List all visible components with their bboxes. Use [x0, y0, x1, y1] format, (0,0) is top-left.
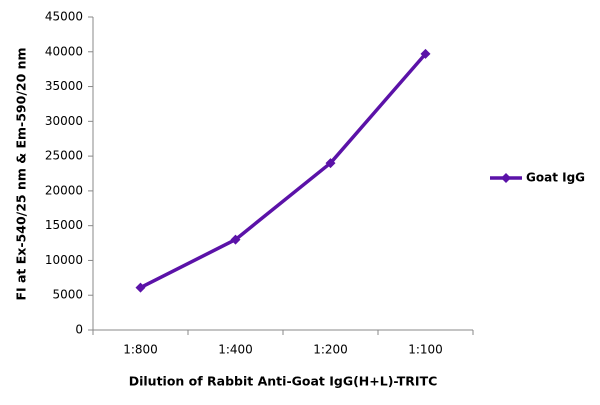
y-tick-label: 35000	[45, 79, 83, 93]
x-tick-label: 1:100	[408, 343, 443, 357]
x-tick-label: 1:400	[218, 343, 253, 357]
legend-label: Goat IgG	[526, 171, 585, 185]
x-tick-label: 1:200	[313, 343, 348, 357]
y-tick-label: 45000	[45, 10, 83, 24]
y-tick-label: 10000	[45, 253, 83, 267]
x-axis-title: Dilution of Rabbit Anti-Goat IgG(H+L)-TR…	[129, 374, 438, 389]
legend-marker	[501, 173, 511, 183]
marker	[230, 234, 241, 245]
series-line	[139, 52, 427, 290]
marker	[420, 48, 431, 59]
y-tick-label: 30000	[45, 114, 83, 128]
y-tick-label: 0	[75, 323, 83, 337]
y-tick-label: 20000	[45, 183, 83, 197]
y-tick-label: 25000	[45, 149, 83, 163]
marker	[135, 282, 146, 293]
y-tick-label: 15000	[45, 218, 83, 232]
y-tick-label: 40000	[45, 44, 83, 58]
marker	[325, 158, 336, 169]
x-tick-label: 1:800	[123, 343, 158, 357]
y-axis-title: FI at Ex-540/25 nm & Em-590/20 nm	[14, 47, 29, 300]
y-tick-label: 5000	[52, 288, 83, 302]
